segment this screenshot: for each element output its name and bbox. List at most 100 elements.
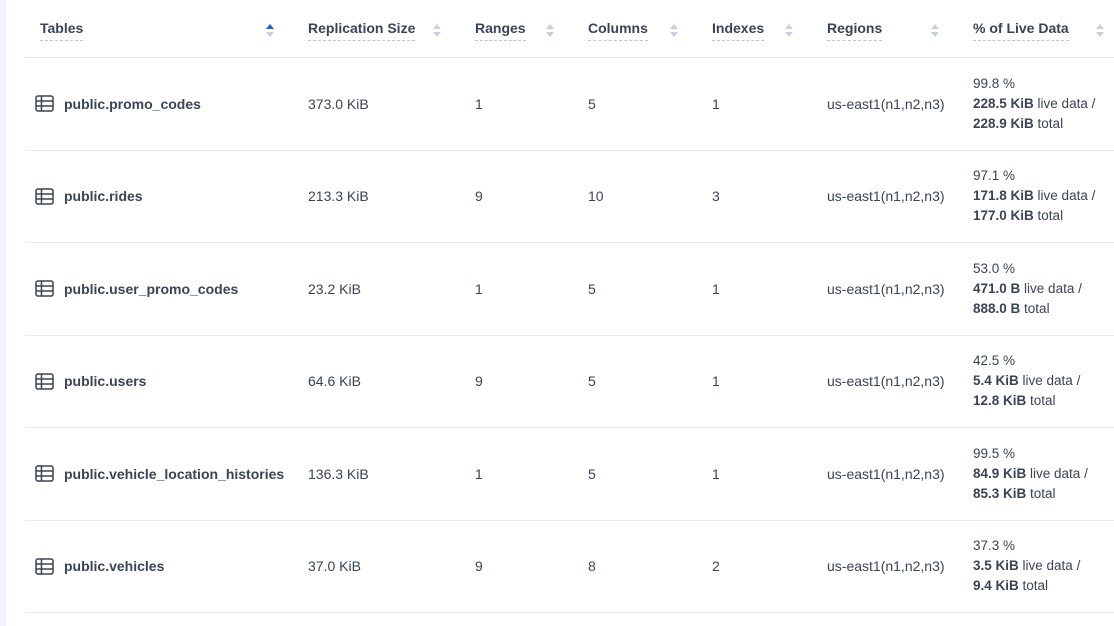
column-header-regions-label[interactable]: Regions bbox=[827, 20, 883, 41]
table-icon bbox=[35, 557, 54, 575]
table-body: public.promo_codes 373.0 KiB 1 5 1 us-ea… bbox=[25, 58, 1114, 613]
total-bytes-line: 228.9 KiB total bbox=[973, 115, 1064, 131]
column-header-live-data: % of Live Data bbox=[973, 20, 1114, 41]
table-icon bbox=[35, 187, 54, 205]
indexes-cell: 1 bbox=[712, 373, 720, 390]
regions-cell: us-east1(n1,n2,n3) bbox=[827, 373, 945, 390]
column-header-indexes-label[interactable]: Indexes bbox=[712, 20, 765, 41]
indexes-cell: 3 bbox=[712, 188, 720, 205]
column-header-tables-label[interactable]: Tables bbox=[40, 20, 84, 41]
tables-table: Tables Replication Size Ranges Columns I… bbox=[25, 4, 1114, 613]
table-name[interactable]: public.vehicles bbox=[64, 558, 165, 575]
columns-cell: 10 bbox=[588, 188, 604, 205]
live-data-bytes-line: 84.9 KiB live data / bbox=[973, 465, 1088, 481]
table-name[interactable]: public.rides bbox=[64, 188, 143, 205]
column-header-regions: Regions bbox=[827, 20, 973, 41]
total-bytes-line: 9.4 KiB total bbox=[973, 578, 1049, 594]
sort-icon-live-data[interactable] bbox=[1094, 22, 1106, 39]
table-row: public.rides 213.3 KiB 9 10 3 us-east1(n… bbox=[25, 151, 1114, 243]
table-name[interactable]: public.vehicle_location_histories bbox=[64, 465, 285, 482]
column-header-ranges: Ranges bbox=[475, 20, 588, 41]
column-header-columns: Columns bbox=[588, 20, 712, 41]
live-data-cell: 99.8 % 228.5 KiB live data / 228.9 KiB t… bbox=[973, 74, 1114, 134]
total-bytes-line: 177.0 KiB total bbox=[973, 208, 1064, 224]
sort-icon-replication-size[interactable] bbox=[431, 22, 443, 39]
column-header-replication-size-label[interactable]: Replication Size bbox=[308, 20, 416, 41]
columns-cell: 5 bbox=[588, 280, 596, 297]
ranges-cell: 9 bbox=[475, 558, 483, 575]
table-row: public.users 64.6 KiB 9 5 1 us-east1(n1,… bbox=[25, 336, 1114, 428]
table-name[interactable]: public.promo_codes bbox=[64, 95, 201, 112]
sort-icon-columns[interactable] bbox=[668, 22, 680, 39]
column-header-columns-label[interactable]: Columns bbox=[588, 20, 648, 41]
table-icon bbox=[35, 95, 54, 113]
indexes-cell: 1 bbox=[712, 280, 720, 297]
table-icon bbox=[35, 465, 54, 483]
regions-cell: us-east1(n1,n2,n3) bbox=[827, 465, 945, 482]
live-data-bytes-line: 471.0 B live data / bbox=[973, 280, 1082, 296]
live-data-bytes-line: 171.8 KiB live data / bbox=[973, 188, 1096, 204]
column-header-tables: Tables bbox=[25, 20, 308, 41]
column-header-indexes: Indexes bbox=[712, 20, 827, 41]
live-data-percent: 42.5 % bbox=[973, 353, 1016, 369]
live-data-bytes-line: 228.5 KiB live data / bbox=[973, 95, 1096, 111]
total-bytes-line: 85.3 KiB total bbox=[973, 485, 1056, 501]
table-name-cell[interactable]: public.users bbox=[25, 372, 308, 390]
table-row: public.vehicles 37.0 KiB 9 8 2 us-east1(… bbox=[25, 521, 1114, 613]
live-data-bytes-line: 3.5 KiB live data / bbox=[973, 558, 1081, 574]
live-data-percent: 53.0 % bbox=[973, 260, 1016, 276]
replication-size-cell: 64.6 KiB bbox=[308, 373, 361, 390]
regions-cell: us-east1(n1,n2,n3) bbox=[827, 558, 945, 575]
table-name[interactable]: public.user_promo_codes bbox=[64, 280, 239, 297]
replication-size-cell: 373.0 KiB bbox=[308, 95, 369, 112]
ranges-cell: 1 bbox=[475, 95, 483, 112]
total-bytes-line: 12.8 KiB total bbox=[973, 393, 1056, 409]
ranges-cell: 9 bbox=[475, 188, 483, 205]
ranges-cell: 1 bbox=[475, 465, 483, 482]
live-data-cell: 97.1 % 171.8 KiB live data / 177.0 KiB t… bbox=[973, 166, 1114, 226]
table-name-cell[interactable]: public.rides bbox=[25, 187, 308, 205]
indexes-cell: 1 bbox=[712, 465, 720, 482]
column-header-live-data-label[interactable]: % of Live Data bbox=[973, 20, 1069, 41]
page-edge-strip bbox=[0, 0, 6, 626]
live-data-cell: 42.5 % 5.4 KiB live data / 12.8 KiB tota… bbox=[973, 351, 1114, 411]
columns-cell: 8 bbox=[588, 558, 596, 575]
column-header-ranges-label[interactable]: Ranges bbox=[475, 20, 526, 41]
regions-cell: us-east1(n1,n2,n3) bbox=[827, 280, 945, 297]
sort-icon-ranges[interactable] bbox=[544, 22, 556, 39]
replication-size-cell: 23.2 KiB bbox=[308, 280, 361, 297]
sort-icon-regions[interactable] bbox=[929, 22, 941, 39]
ranges-cell: 1 bbox=[475, 280, 483, 297]
columns-cell: 5 bbox=[588, 95, 596, 112]
table-name[interactable]: public.users bbox=[64, 373, 147, 390]
live-data-bytes-line: 5.4 KiB live data / bbox=[973, 373, 1081, 389]
sort-icon-tables[interactable] bbox=[264, 22, 276, 39]
table-header-row: Tables Replication Size Ranges Columns I… bbox=[25, 4, 1114, 58]
indexes-cell: 1 bbox=[712, 95, 720, 112]
table-name-cell[interactable]: public.promo_codes bbox=[25, 95, 308, 113]
live-data-cell: 99.5 % 84.9 KiB live data / 85.3 KiB tot… bbox=[973, 444, 1114, 504]
column-header-replication-size: Replication Size bbox=[308, 20, 475, 41]
table-icon bbox=[35, 280, 54, 298]
table-name-cell[interactable]: public.vehicle_location_histories bbox=[25, 465, 308, 483]
regions-cell: us-east1(n1,n2,n3) bbox=[827, 95, 945, 112]
columns-cell: 5 bbox=[588, 373, 596, 390]
sort-icon-indexes[interactable] bbox=[783, 22, 795, 39]
table-name-cell[interactable]: public.vehicles bbox=[25, 557, 308, 575]
live-data-percent: 37.3 % bbox=[973, 538, 1016, 554]
live-data-percent: 99.5 % bbox=[973, 445, 1016, 461]
indexes-cell: 2 bbox=[712, 558, 720, 575]
regions-cell: us-east1(n1,n2,n3) bbox=[827, 188, 945, 205]
total-bytes-line: 888.0 B total bbox=[973, 300, 1050, 316]
table-row: public.promo_codes 373.0 KiB 1 5 1 us-ea… bbox=[25, 58, 1114, 151]
live-data-cell: 37.3 % 3.5 KiB live data / 9.4 KiB total bbox=[973, 536, 1114, 596]
table-icon bbox=[35, 372, 54, 390]
live-data-percent: 99.8 % bbox=[973, 75, 1016, 91]
ranges-cell: 9 bbox=[475, 373, 483, 390]
replication-size-cell: 213.3 KiB bbox=[308, 188, 369, 205]
replication-size-cell: 37.0 KiB bbox=[308, 558, 361, 575]
table-name-cell[interactable]: public.user_promo_codes bbox=[25, 280, 308, 298]
live-data-cell: 53.0 % 471.0 B live data / 888.0 B total bbox=[973, 259, 1114, 319]
replication-size-cell: 136.3 KiB bbox=[308, 465, 369, 482]
table-row: public.user_promo_codes 23.2 KiB 1 5 1 u… bbox=[25, 243, 1114, 336]
